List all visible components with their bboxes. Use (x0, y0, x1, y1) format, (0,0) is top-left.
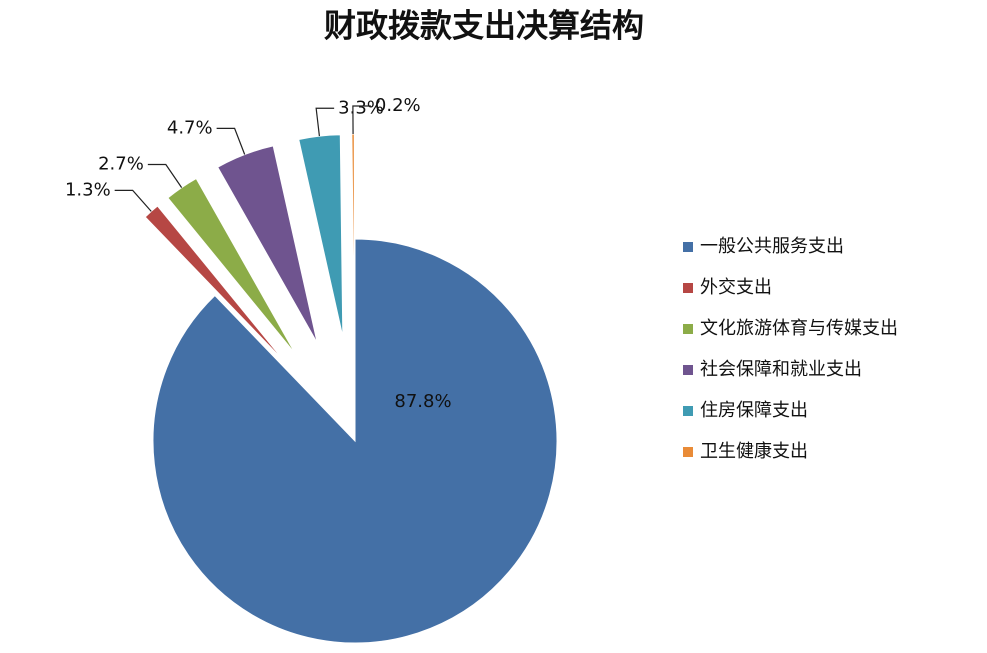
leader-line (315, 107, 335, 137)
legend-swatch (683, 447, 693, 457)
legend-label: 住房保障支出 (700, 400, 808, 421)
data-label: 0.2% (375, 95, 421, 116)
data-label: 87.8% (394, 391, 451, 412)
leader-line (352, 105, 371, 135)
chart-title: 财政拨款支出决算结构 (324, 7, 644, 45)
legend-label: 卫生健康支出 (700, 441, 808, 462)
legend-swatch (683, 406, 693, 416)
pie-slice (152, 238, 558, 644)
leader-line (147, 163, 183, 188)
pie-slice (167, 177, 297, 355)
leader-line (114, 189, 152, 212)
legend-label: 社会保障和就业支出 (700, 359, 862, 380)
legend-label: 外交支出 (700, 277, 772, 298)
data-label: 3.3% (338, 97, 384, 118)
data-label: 2.7% (98, 154, 144, 175)
data-label: 1.3% (65, 179, 111, 200)
legend-label: 文化旅游体育与传媒支出 (700, 318, 898, 339)
data-label: 4.7% (167, 117, 213, 138)
legend-swatch (683, 365, 693, 375)
legend-swatch (683, 242, 693, 252)
pie-slice (298, 134, 344, 337)
legend-swatch (683, 324, 693, 334)
legend-swatch (683, 283, 693, 293)
legend-label: 一般公共服务支出 (700, 236, 844, 257)
leader-line (216, 127, 246, 155)
